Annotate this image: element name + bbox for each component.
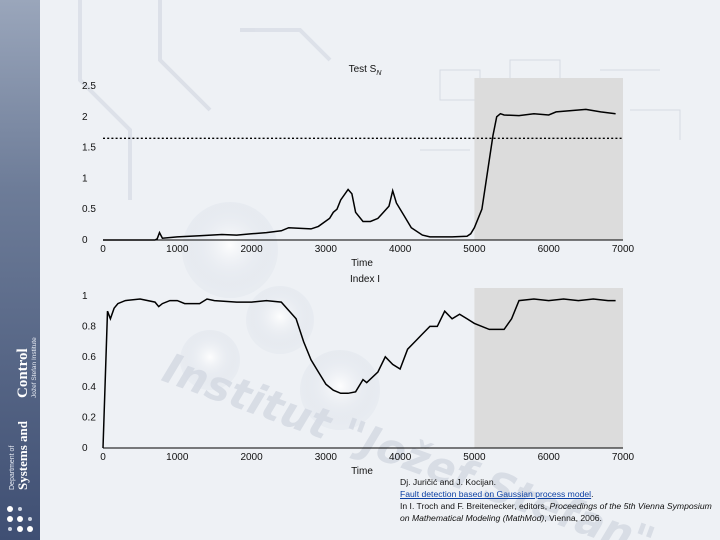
x-tick-label: 7000 (612, 452, 635, 463)
x-axis-label: Time (351, 258, 373, 269)
y-tick-labels: 0 0.2 0.4 0.6 0.8 1 (82, 291, 96, 454)
citation-authors: Dj. Juričić and J. Kocijan. (400, 477, 496, 487)
x-tick-label: 3000 (315, 452, 338, 463)
decorative-orb (182, 202, 278, 298)
x-tick-label: 0 (100, 244, 106, 255)
x-axis-label: Time (351, 466, 373, 477)
y-tick-label: 0 (82, 443, 88, 454)
x-tick-label: 4000 (389, 244, 412, 255)
x-tick-label: 6000 (538, 244, 561, 255)
department-line2: Systems and (15, 420, 30, 490)
background-decoration: Institut "Jožef Stefan" (40, 0, 720, 540)
y-tick-label: 1 (82, 173, 88, 184)
institute-sidebar: Department of Systems and Control Jožef … (0, 0, 40, 540)
chart-title: Test SN (349, 64, 383, 77)
x-tick-label: 2000 (240, 452, 263, 463)
dot-logo-icon (7, 506, 33, 532)
x-tick-label: 1000 (166, 452, 189, 463)
chart-title-sub: N (376, 70, 382, 77)
decorative-orb (180, 330, 240, 390)
y-tick-label: 0 (82, 235, 88, 246)
x-tick-labels: 0 1000 2000 3000 4000 5000 6000 7000 (100, 244, 634, 255)
y-tick-label: 2.5 (82, 81, 96, 92)
citation-publication: In I. Troch and F. Breitenecker, editors… (400, 500, 718, 524)
y-tick-label: 1.5 (82, 143, 96, 154)
decorative-orb (300, 350, 380, 430)
series-line-test-sn (103, 108, 616, 241)
department-logo: Department of Systems and Control Jožef … (9, 337, 38, 490)
y-tick-label: 1 (82, 291, 88, 302)
x-tick-label: 7000 (612, 244, 635, 255)
chart-test-sn: 0 1000 2000 3000 4000 5000 6000 7000 0 0.5 1 1.5 2 2… (82, 64, 635, 269)
series-line-index-i (102, 298, 616, 449)
x-tick-label: 1000 (166, 244, 189, 255)
department-line3: Control (15, 348, 31, 398)
x-tick-label: 3000 (315, 244, 338, 255)
x-tick-label: 2000 (240, 244, 263, 255)
y-tick-label: 0.8 (82, 321, 96, 332)
x-tick-label: 6000 (538, 452, 561, 463)
department-line1: Department of (9, 446, 16, 490)
y-tick-label: 0.2 (82, 413, 96, 424)
y-tick-labels: 0 0.5 1 1.5 2 2.5 (82, 81, 96, 246)
institute-name: Jožef Stefan Institute (31, 337, 38, 398)
x-tick-label: 5000 (463, 244, 486, 255)
y-tick-label: 2 (82, 112, 88, 123)
x-tick-labels: 0 1000 2000 3000 4000 5000 6000 7000 (100, 452, 634, 463)
chart-title: Index I (350, 274, 380, 285)
shaded-region (474, 288, 623, 448)
x-tick-label: 5000 (463, 452, 486, 463)
chart-index-i: 0 1000 2000 3000 4000 5000 6000 7000 0 0.2 0.4 0.6… (82, 274, 635, 477)
x-tick-label: 0 (100, 452, 106, 463)
decorative-orb (246, 286, 314, 354)
citation-pub-prefix: In I. Troch and F. Breitenecker, editors… (400, 501, 550, 511)
x-tick-label: 4000 (389, 452, 412, 463)
y-tick-label: 0.6 (82, 352, 96, 363)
citation: Dj. Juričić and J. Kocijan. Fault detect… (400, 476, 718, 524)
shaded-region (474, 78, 623, 240)
citation-pub-suffix: , Vienna, 2006. (544, 513, 602, 523)
citation-proceedings: Proceedings of the 5th Vienna Symposium … (400, 501, 712, 523)
y-tick-label: 0.4 (82, 382, 96, 393)
y-tick-label: 0.5 (82, 204, 96, 215)
chart-title-main: Test S (349, 64, 377, 75)
citation-title-link[interactable]: Fault detection based on Gaussian proces… (400, 489, 592, 499)
